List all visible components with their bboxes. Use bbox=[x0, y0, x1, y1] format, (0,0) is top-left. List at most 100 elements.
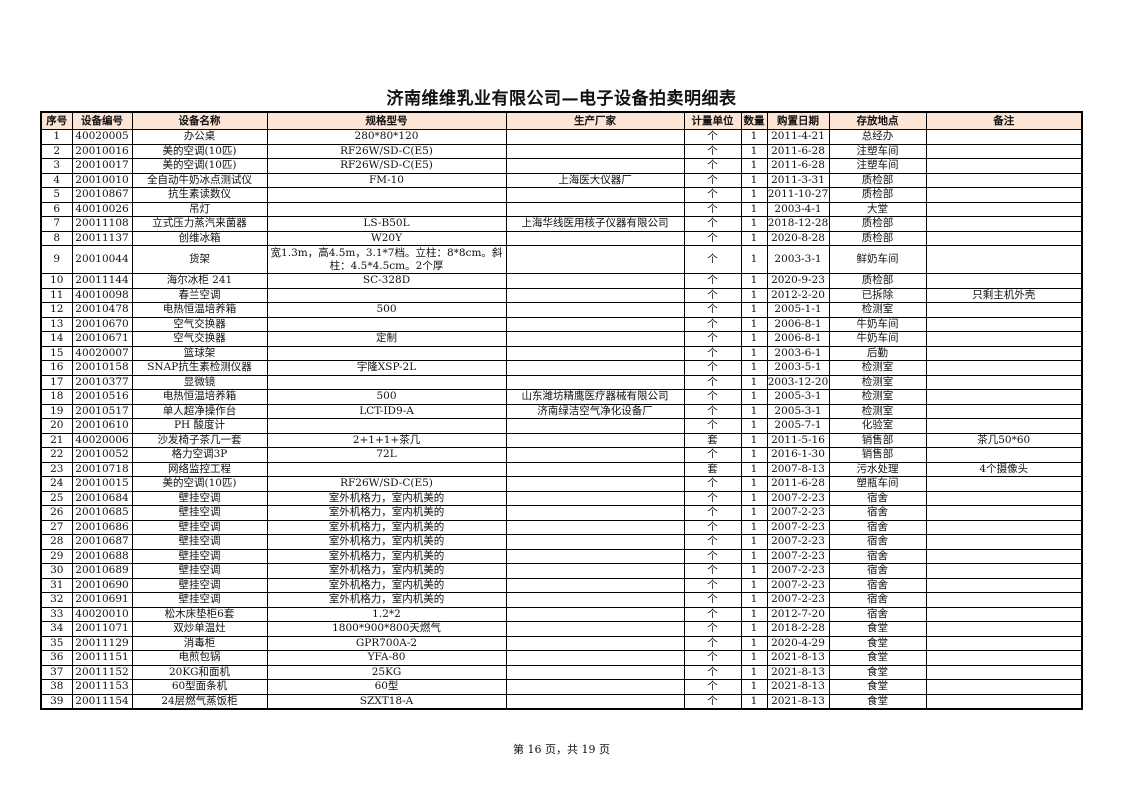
cell-location: 质检部 bbox=[828, 187, 927, 203]
cell-name: 沙发椅子茶几一套 bbox=[131, 432, 268, 448]
cell-asset-id: 20010867 bbox=[71, 187, 133, 203]
cell-spec: GPR700A-2 bbox=[266, 635, 507, 651]
cell-location: 食堂 bbox=[828, 664, 927, 680]
cell-remark bbox=[925, 389, 1083, 405]
cell-unit: 个 bbox=[683, 664, 742, 680]
cell-qty: 1 bbox=[740, 476, 768, 492]
cell-purchase-date: 2003-5-1 bbox=[766, 360, 830, 376]
cell-name: 松木床垫柜6套 bbox=[131, 606, 268, 622]
cell-asset-id: 20010517 bbox=[71, 403, 133, 419]
cell-manufacturer: 上海华线医用核子仪器有限公司 bbox=[505, 216, 685, 232]
cell-manufacturer bbox=[505, 374, 685, 390]
table-row: 1 40020005 办公桌 280*80*120 个 1 2011-4-21 总经办 bbox=[40, 129, 1083, 145]
cell-qty: 1 bbox=[740, 679, 768, 695]
cell-seq: 8 bbox=[40, 230, 73, 246]
cell-unit: 个 bbox=[683, 287, 742, 303]
cell-unit: 个 bbox=[683, 360, 742, 376]
column-header-name: 设备名称 bbox=[131, 111, 268, 130]
cell-asset-id: 20010516 bbox=[71, 389, 133, 405]
cell-remark bbox=[925, 360, 1083, 376]
table-row: 31 20010690 壁挂空调 室外机格力，室内机美的 个 1 2007-2-23 宿舍 bbox=[40, 577, 1083, 593]
cell-manufacturer bbox=[505, 606, 685, 622]
cell-manufacturer bbox=[505, 360, 685, 376]
cell-asset-id: 20010015 bbox=[71, 476, 133, 492]
cell-remark bbox=[925, 447, 1083, 463]
cell-qty: 1 bbox=[740, 664, 768, 680]
cell-seq: 34 bbox=[40, 621, 73, 637]
cell-manufacturer bbox=[505, 548, 685, 564]
cell-seq: 27 bbox=[40, 519, 73, 535]
cell-seq: 32 bbox=[40, 592, 73, 608]
cell-spec: RF26W/SD-C(E5) bbox=[266, 143, 507, 159]
cell-purchase-date: 2003-4-1 bbox=[766, 201, 830, 217]
column-header-unit: 计量单位 bbox=[683, 111, 742, 130]
cell-purchase-date: 2011-6-28 bbox=[766, 143, 830, 159]
cell-name: 壁挂空调 bbox=[131, 548, 268, 564]
cell-seq: 12 bbox=[40, 302, 73, 318]
column-header-purchase-date: 购置日期 bbox=[766, 111, 830, 130]
cell-name: 立式压力蒸汽来菌器 bbox=[131, 216, 268, 232]
cell-qty: 1 bbox=[740, 331, 768, 347]
cell-spec bbox=[266, 316, 507, 332]
cell-unit: 个 bbox=[683, 245, 742, 274]
column-header-spec: 规格型号 bbox=[266, 111, 507, 130]
cell-manufacturer bbox=[505, 245, 685, 274]
cell-purchase-date: 2020-9-23 bbox=[766, 273, 830, 289]
cell-purchase-date: 2006-8-1 bbox=[766, 331, 830, 347]
cell-unit: 个 bbox=[683, 679, 742, 695]
cell-spec: W20Y bbox=[266, 230, 507, 246]
table-row: 13 20010670 空气交换器 个 1 2006-8-1 牛奶车间 bbox=[40, 316, 1083, 332]
cell-remark bbox=[925, 505, 1083, 521]
cell-location: 牛奶车间 bbox=[828, 316, 927, 332]
cell-qty: 1 bbox=[740, 505, 768, 521]
table-row: 7 20011108 立式压力蒸汽来菌器 LS-B50L 上海华线医用核子仪器有限公司个… bbox=[40, 216, 1083, 232]
cell-seq: 15 bbox=[40, 345, 73, 361]
cell-asset-id: 20010016 bbox=[71, 143, 133, 159]
cell-spec bbox=[266, 374, 507, 390]
cell-remark bbox=[925, 534, 1083, 550]
table-row: 27 20010686 壁挂空调 室外机格力，室内机美的 个 1 2007-2-23 宿舍 bbox=[40, 519, 1083, 535]
cell-location: 质检部 bbox=[828, 273, 927, 289]
table-row: 20 20010610 PH 酸度计 个 1 2005-7-1 化验室 bbox=[40, 418, 1083, 434]
cell-location: 鲜奶车间 bbox=[828, 245, 927, 274]
cell-remark: 茶几50*60 bbox=[925, 432, 1083, 448]
column-header-asset-id: 设备编号 bbox=[71, 111, 133, 130]
cell-unit: 个 bbox=[683, 389, 742, 405]
table-row: 18 20010516 电热恒温培养箱 500 山东潍坊精鹰医疗器械有限公司个 1 2005… bbox=[40, 389, 1083, 405]
cell-name: 壁挂空调 bbox=[131, 592, 268, 608]
cell-asset-id: 20011071 bbox=[71, 621, 133, 637]
cell-qty: 1 bbox=[740, 158, 768, 174]
cell-asset-id: 20011137 bbox=[71, 230, 133, 246]
cell-manufacturer bbox=[505, 187, 685, 203]
cell-remark bbox=[925, 216, 1083, 232]
cell-unit: 个 bbox=[683, 693, 742, 710]
cell-purchase-date: 2005-3-1 bbox=[766, 389, 830, 405]
cell-location: 宿舍 bbox=[828, 577, 927, 593]
cell-spec bbox=[266, 345, 507, 361]
cell-seq: 37 bbox=[40, 664, 73, 680]
cell-spec bbox=[266, 418, 507, 434]
cell-name: 网络监控工程 bbox=[131, 461, 268, 477]
cell-asset-id: 20010044 bbox=[71, 245, 133, 274]
cell-unit: 个 bbox=[683, 403, 742, 419]
cell-seq: 22 bbox=[40, 447, 73, 463]
cell-qty: 1 bbox=[740, 519, 768, 535]
cell-manufacturer bbox=[505, 432, 685, 448]
cell-location: 已拆除 bbox=[828, 287, 927, 303]
cell-purchase-date: 2007-2-23 bbox=[766, 490, 830, 506]
cell-unit: 个 bbox=[683, 374, 742, 390]
table-row: 3 20010017 美的空调(10匹) RF26W/SD-C(E5) 个 1 2011-6… bbox=[40, 158, 1083, 174]
cell-name: 春兰空调 bbox=[131, 287, 268, 303]
cell-purchase-date: 2011-3-31 bbox=[766, 172, 830, 188]
cell-manufacturer bbox=[505, 418, 685, 434]
cell-remark bbox=[925, 476, 1083, 492]
cell-manufacturer bbox=[505, 490, 685, 506]
cell-location: 食堂 bbox=[828, 679, 927, 695]
cell-remark bbox=[925, 621, 1083, 637]
cell-location: 检测室 bbox=[828, 403, 927, 419]
cell-name: 壁挂空调 bbox=[131, 490, 268, 506]
cell-purchase-date: 2007-2-23 bbox=[766, 592, 830, 608]
cell-spec: 1.2*2 bbox=[266, 606, 507, 622]
cell-seq: 23 bbox=[40, 461, 73, 477]
cell-seq: 36 bbox=[40, 650, 73, 666]
